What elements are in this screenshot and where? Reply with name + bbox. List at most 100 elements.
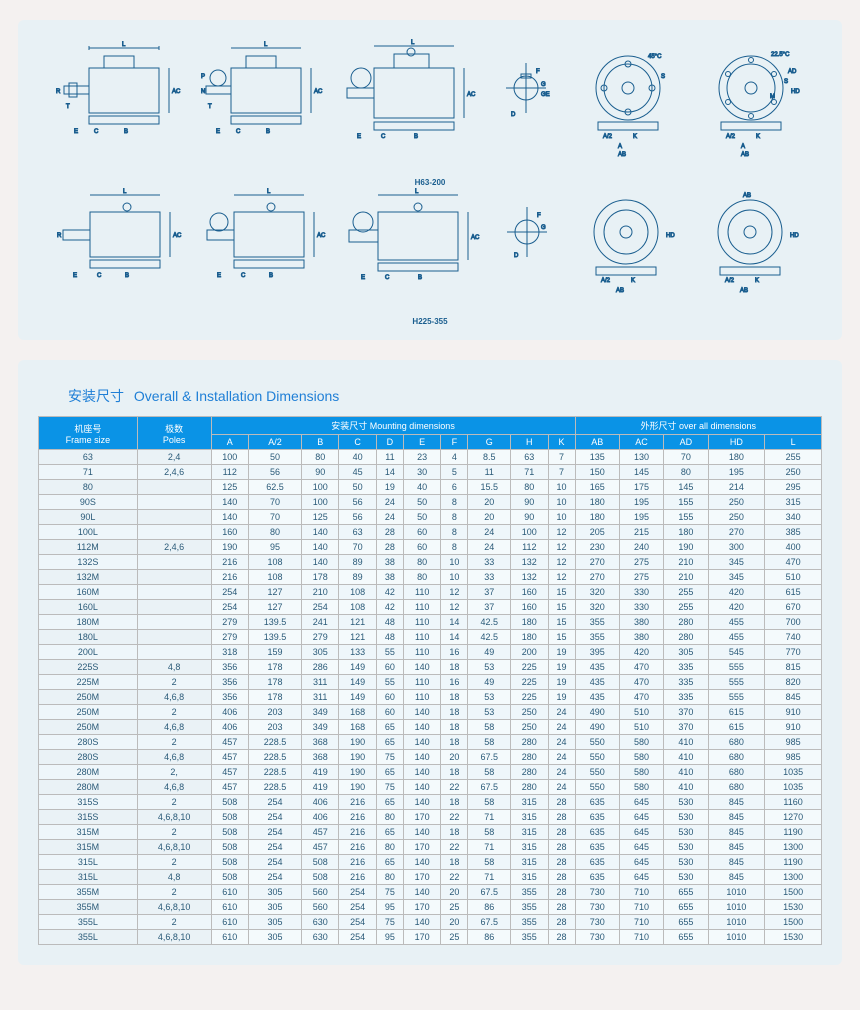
- cell-frame: 280S: [39, 735, 138, 750]
- cell-value: 580: [619, 765, 663, 780]
- cell-value: 100: [211, 450, 248, 465]
- cell-value: 225: [511, 660, 548, 675]
- cell-value: 419: [302, 780, 339, 795]
- th-col: D: [376, 435, 403, 450]
- svg-text:P: P: [201, 74, 205, 80]
- cell-value: 530: [664, 810, 708, 825]
- cell-value: 230: [575, 540, 619, 555]
- svg-text:B: B: [418, 275, 422, 281]
- cell-value: 530: [664, 840, 708, 855]
- cell-value: 145: [664, 480, 708, 495]
- cell-value: 155: [664, 495, 708, 510]
- cell-value: 580: [619, 780, 663, 795]
- cell-value: 53: [468, 660, 511, 675]
- table-row: 315S250825440621665140185831528635645530…: [39, 795, 822, 810]
- cell-value: 90: [511, 510, 548, 525]
- cell-value: 60: [376, 690, 403, 705]
- th-overall: 外形尺寸 over all dimensions: [575, 417, 821, 435]
- cell-poles: 4,8: [137, 660, 211, 675]
- svg-text:S: S: [661, 74, 665, 80]
- th-col: F: [441, 435, 468, 450]
- svg-text:C: C: [94, 129, 99, 135]
- cell-value: 406: [211, 705, 248, 720]
- cell-frame: 132M: [39, 570, 138, 585]
- cell-value: 1035: [765, 765, 822, 780]
- cell-value: 42: [376, 585, 403, 600]
- cell-value: 406: [302, 810, 339, 825]
- cell-value: 410: [664, 780, 708, 795]
- cell-value: 12: [548, 555, 575, 570]
- table-panel: 安装尺寸 Overall & Installation Dimensions 机…: [18, 360, 842, 965]
- cell-value: 635: [575, 795, 619, 810]
- cell-value: 241: [302, 615, 339, 630]
- svg-text:E: E: [361, 275, 365, 281]
- cell-value: 112: [211, 465, 248, 480]
- svg-text:C: C: [381, 134, 386, 140]
- cell-poles: 2,4,6: [137, 540, 211, 555]
- cell-value: 65: [376, 720, 403, 735]
- cell-value: 160: [511, 600, 548, 615]
- cell-value: 155: [664, 510, 708, 525]
- cell-value: 12: [548, 525, 575, 540]
- cell-value: 8: [441, 540, 468, 555]
- cell-value: 254: [339, 930, 376, 945]
- cell-value: 635: [575, 855, 619, 870]
- cell-frame: 355L: [39, 930, 138, 945]
- cell-value: 530: [664, 855, 708, 870]
- cell-value: 1500: [765, 915, 822, 930]
- cell-poles: 2,4: [137, 450, 211, 465]
- cell-value: 28: [548, 825, 575, 840]
- cell-value: 610: [211, 915, 248, 930]
- table-row: 315S4,6,8,105082544062168017022713152863…: [39, 810, 822, 825]
- cell-value: 140: [403, 660, 440, 675]
- svg-text:AB: AB: [743, 193, 751, 199]
- cell-poles: 4,6,8: [137, 780, 211, 795]
- cell-value: 18: [441, 855, 468, 870]
- cell-value: 140: [403, 855, 440, 870]
- cell-value: 22: [441, 840, 468, 855]
- cell-value: 508: [211, 840, 248, 855]
- cell-value: 315: [511, 825, 548, 840]
- cell-value: 140: [211, 510, 248, 525]
- cell-frame: 315M: [39, 825, 138, 840]
- cell-value: 8.5: [468, 450, 511, 465]
- cell-value: 214: [708, 480, 765, 495]
- cell-value: 508: [211, 855, 248, 870]
- svg-text:E: E: [74, 129, 78, 135]
- cell-value: 1530: [765, 930, 822, 945]
- cell-value: 145: [619, 465, 663, 480]
- cell-value: 254: [248, 870, 301, 885]
- cell-value: 80: [664, 465, 708, 480]
- cell-poles: 2: [137, 825, 211, 840]
- cell-value: 203: [248, 705, 301, 720]
- cell-value: 610: [211, 930, 248, 945]
- th-col: A: [211, 435, 248, 450]
- cell-poles: [137, 600, 211, 615]
- svg-text:D: D: [514, 253, 519, 259]
- cell-value: 380: [619, 615, 663, 630]
- cell-value: 80: [403, 555, 440, 570]
- cell-value: 70: [248, 495, 301, 510]
- cell-poles: [137, 525, 211, 540]
- cell-value: 28: [548, 855, 575, 870]
- cell-value: 406: [211, 720, 248, 735]
- cell-value: 18: [441, 660, 468, 675]
- cell-value: 254: [339, 900, 376, 915]
- cell-value: 455: [708, 630, 765, 645]
- flange-front-diagram-1: 45°C S A/2 K A AB: [573, 38, 683, 158]
- cell-value: 110: [403, 600, 440, 615]
- cell-value: 6: [441, 480, 468, 495]
- cell-value: 455: [708, 615, 765, 630]
- cell-value: 80: [403, 570, 440, 585]
- cell-value: 28: [376, 540, 403, 555]
- cell-value: 315: [511, 870, 548, 885]
- svg-text:AD: AD: [788, 69, 797, 75]
- cell-value: 340: [765, 510, 822, 525]
- cell-value: 335: [664, 675, 708, 690]
- cell-value: 355: [511, 900, 548, 915]
- cell-value: 457: [302, 825, 339, 840]
- cell-value: 165: [575, 480, 619, 495]
- cell-value: 279: [302, 630, 339, 645]
- svg-text:B: B: [125, 273, 129, 279]
- cell-value: 24: [548, 750, 575, 765]
